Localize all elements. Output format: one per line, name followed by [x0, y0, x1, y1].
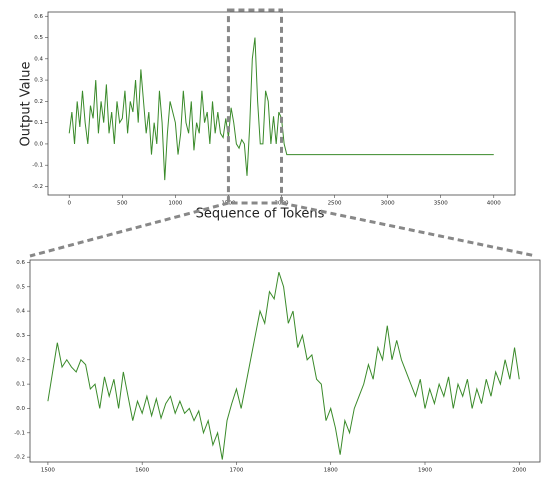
x-tick-label: 1700 [229, 468, 243, 474]
line [68, 37, 494, 181]
x-tick-label: 3500 [434, 201, 448, 207]
x-tick-label: 3000 [381, 201, 395, 207]
x-tick-label: 2000 [512, 468, 526, 474]
y-tick-label: 0.4 [34, 56, 43, 62]
y-tick-label: -0.1 [32, 163, 43, 169]
y-tick-label: -0.2 [14, 455, 25, 461]
y-tick-label: 0.3 [34, 78, 43, 84]
y-tick-label: -0.1 [14, 430, 25, 436]
x-tick-label: 500 [117, 201, 128, 207]
zoom-link [281, 201, 537, 258]
x-tick-label: 1900 [418, 468, 432, 474]
x-tick-label: 1000 [168, 201, 182, 207]
y-tick-label: 0.1 [16, 382, 25, 388]
x-tick-label: 0 [67, 201, 71, 207]
y-axis-title: Output Value [19, 62, 34, 147]
x-tick-label: 1800 [324, 468, 338, 474]
x-tick-label: 2500 [328, 201, 342, 207]
x-tick-label: 1500 [221, 201, 235, 207]
line [47, 272, 520, 460]
x-tick-label: 1500 [41, 468, 55, 474]
y-tick-label: 0.6 [16, 260, 25, 266]
x-tick-label: 1600 [135, 468, 149, 474]
x-tick-label: 4000 [487, 201, 501, 207]
zoom-link [29, 201, 229, 258]
y-tick-label: 0.0 [34, 141, 43, 147]
y-tick-label: 0.1 [34, 120, 43, 126]
y-tick-label: 0.5 [34, 35, 43, 41]
y-tick-label: -0.2 [32, 184, 43, 190]
y-tick-label: 0.3 [16, 333, 25, 339]
y-tick-label: 0.2 [34, 99, 43, 105]
zoom-box [226, 8, 284, 205]
y-tick-label: 0.4 [16, 309, 25, 315]
y-tick-label: 0.6 [34, 14, 43, 20]
bottom-frame [29, 259, 541, 463]
y-tick-label: 0.5 [16, 284, 25, 290]
y-tick-label: 0.0 [16, 406, 25, 412]
x-axis-title: Sequence of Tokens [196, 207, 325, 222]
y-tick-label: 0.2 [16, 357, 25, 363]
